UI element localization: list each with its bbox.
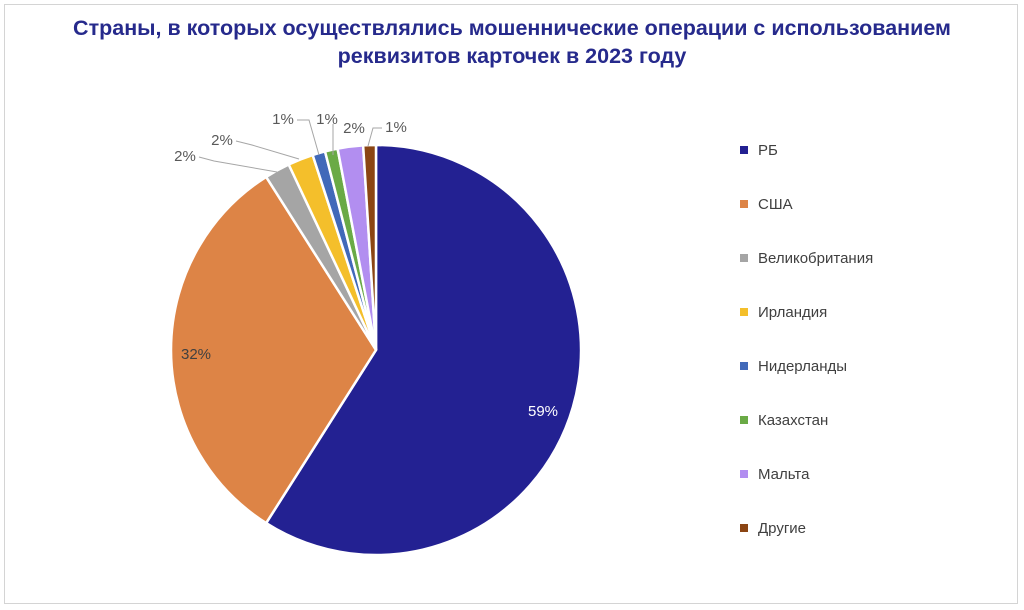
pie-slice: [169, 175, 378, 525]
legend-item: Великобритания: [740, 248, 873, 268]
leader-line: [198, 156, 278, 173]
leader-line: [235, 140, 300, 160]
data-label: 1%: [385, 119, 407, 136]
data-label: 2%: [174, 148, 196, 165]
data-label: 32%: [181, 346, 211, 363]
legend-label: Великобритания: [758, 249, 874, 267]
legend-item: Казахстан: [740, 410, 828, 430]
legend-swatch: [740, 416, 748, 424]
legend-label: Мальта: [758, 465, 810, 483]
chart-title-line-1: Страны, в которых осуществлялись мошенни…: [73, 16, 951, 40]
legend-item: США: [740, 194, 793, 214]
legend-swatch: [740, 308, 748, 316]
pie-slice: [264, 143, 583, 557]
legend-swatch: [740, 146, 748, 154]
legend-label: США: [758, 195, 793, 213]
legend-item: Нидерланды: [740, 356, 847, 376]
legend-swatch: [740, 200, 748, 208]
legend-swatch: [740, 524, 748, 532]
legend-label: Нидерланды: [758, 357, 848, 375]
chart-title-line-2: реквизитов карточек в 2023 году: [337, 44, 687, 68]
legend-label: Казахстан: [758, 411, 829, 429]
legend-item: Ирландия: [740, 302, 827, 322]
pie-slice: [361, 143, 378, 351]
legend-item: Другие: [740, 518, 806, 538]
data-label: 1%: [272, 111, 294, 128]
legend-label: Ирландия: [758, 303, 828, 321]
legend-label: РБ: [758, 141, 778, 159]
legend-item: Мальта: [740, 464, 809, 484]
legend-swatch: [740, 362, 748, 370]
legend-swatch: [740, 254, 748, 262]
leader-line: [367, 127, 382, 147]
legend-swatch: [740, 470, 748, 478]
data-label: 2%: [343, 120, 365, 137]
data-label: 1%: [316, 111, 338, 128]
chart-title: Страны, в которых осуществлялись мошенни…: [0, 14, 1024, 70]
data-label: 59%: [528, 403, 558, 420]
data-label: 2%: [211, 132, 233, 149]
legend-item: РБ: [740, 140, 778, 160]
legend-label: Другие: [758, 519, 807, 537]
leader-line: [297, 119, 320, 156]
